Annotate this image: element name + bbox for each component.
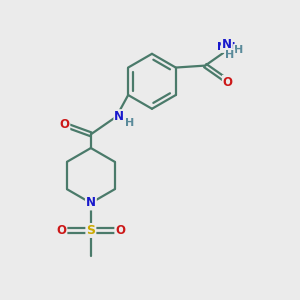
Text: S: S xyxy=(86,224,95,237)
Text: H: H xyxy=(225,50,234,60)
Text: H: H xyxy=(234,45,243,55)
Text: O: O xyxy=(56,224,66,237)
Text: N: N xyxy=(222,38,232,52)
Text: O: O xyxy=(59,118,69,131)
Text: N: N xyxy=(86,196,96,209)
Text: H: H xyxy=(124,118,134,128)
Text: N: N xyxy=(114,110,124,123)
Text: O: O xyxy=(223,76,233,89)
Text: NH₂: NH₂ xyxy=(217,42,241,52)
Text: O: O xyxy=(115,224,125,237)
